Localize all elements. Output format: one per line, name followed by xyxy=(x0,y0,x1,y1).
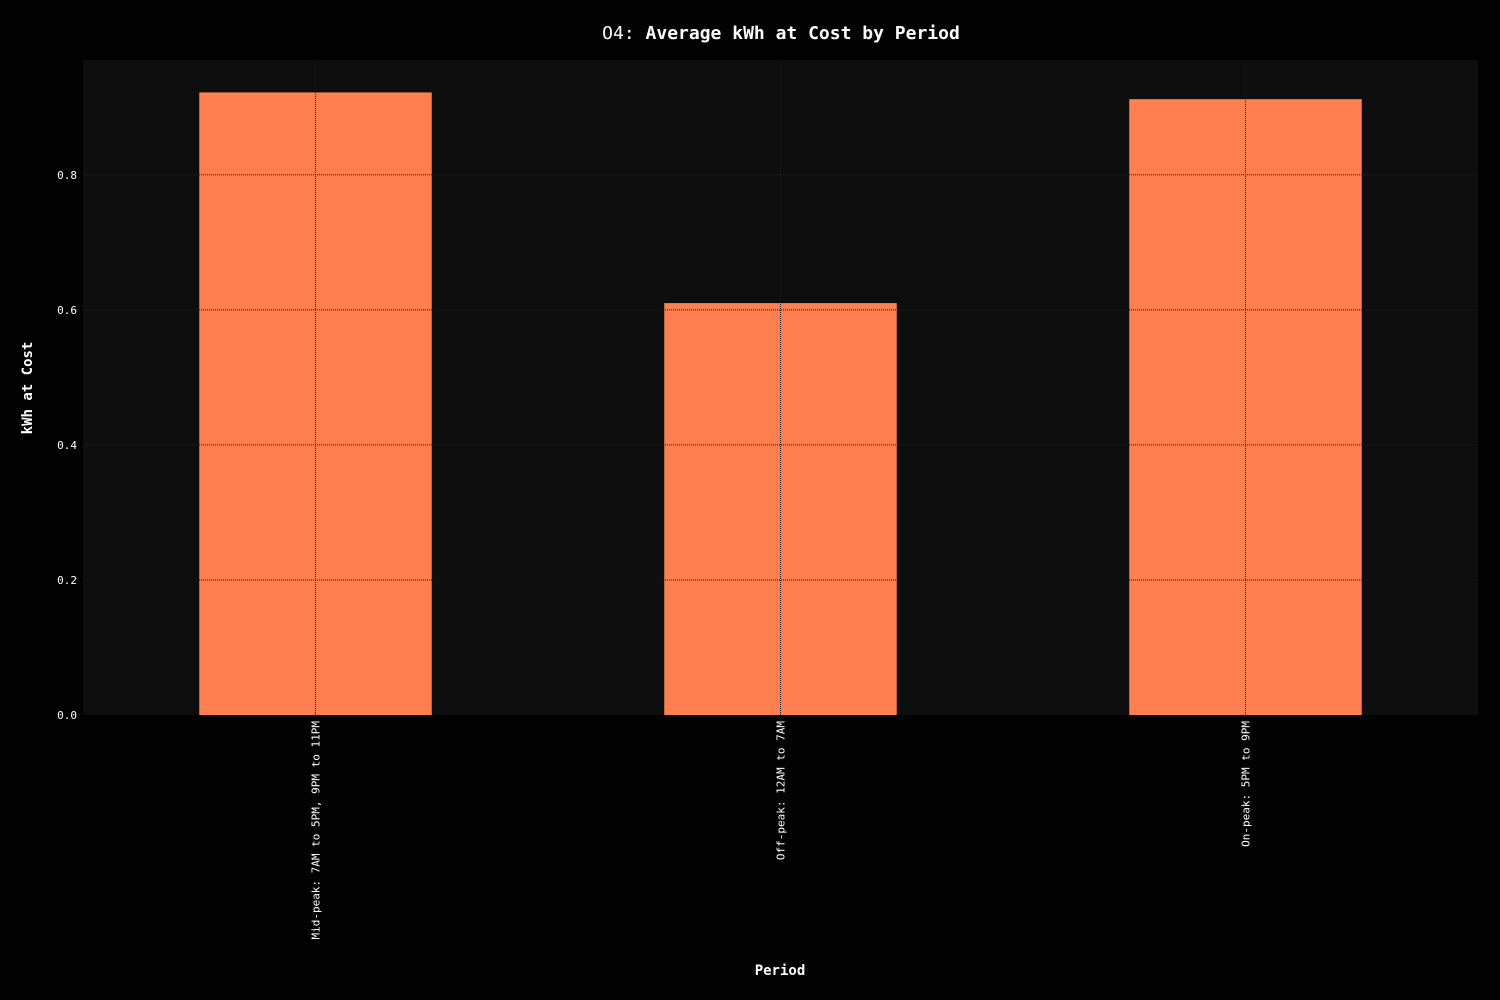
x-tick-label: Mid-peak: 7AM to 5PM, 9PM to 11PM xyxy=(310,721,323,940)
chart-title: O4: Average kWh at Cost by Period xyxy=(602,23,960,44)
y-tick-label: 0.0 xyxy=(57,709,77,722)
x-tick-label: On-peak: 5PM to 9PM xyxy=(1240,721,1253,847)
vertical-grid-lines xyxy=(83,60,1478,715)
y-tick-labels: 0.0 0.2 0.4 0.6 0.8 xyxy=(57,169,77,722)
y-tick-label: 0.4 xyxy=(57,439,77,452)
y-tick-label: 0.2 xyxy=(57,574,77,587)
y-tick-label: 0.6 xyxy=(57,304,77,317)
x-tick-labels: Mid-peak: 7AM to 5PM, 9PM to 11PM Off-pea… xyxy=(310,721,1253,940)
y-tick-label: 0.8 xyxy=(57,169,77,182)
bar xyxy=(199,92,432,716)
chart-title-text: Average kWh at Cost by Period xyxy=(646,23,960,44)
chart-title-prefix: O4: xyxy=(602,23,645,44)
y-axis-label: kWh at Cost xyxy=(20,342,36,435)
x-axis-label: Period xyxy=(755,963,806,979)
x-tick-label: Off-peak: 12AM to 7AM xyxy=(775,721,788,860)
